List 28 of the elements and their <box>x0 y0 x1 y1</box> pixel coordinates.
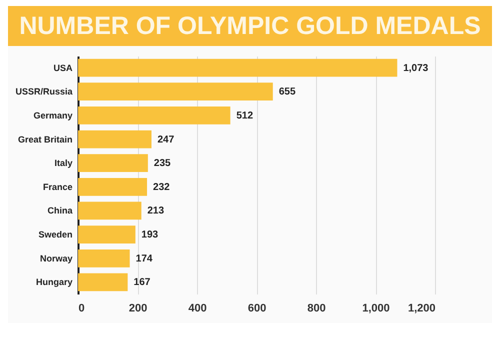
y-tick-label: USA <box>53 62 73 73</box>
x-tick-label: 200 <box>128 302 148 314</box>
x-tick-label: 1,000 <box>362 302 390 314</box>
y-tick-label: China <box>47 206 74 216</box>
data-label: 213 <box>147 206 164 217</box>
data-label: 193 <box>141 230 159 241</box>
data-label: 235 <box>154 158 172 170</box>
data-label: 655 <box>278 86 296 98</box>
x-tick-label: 600 <box>248 302 266 314</box>
data-label: 232 <box>153 182 170 193</box>
y-tick-label: Norway <box>40 253 72 264</box>
y-tick-label: France <box>42 182 72 192</box>
y-tick-label: Italy <box>54 158 72 168</box>
x-tick-label: 1,200 <box>408 302 436 314</box>
y-tick-label: Germany <box>33 110 72 120</box>
data-label: 512 <box>236 110 254 122</box>
y-tick-label: Hungary <box>36 277 72 288</box>
x-tick-label: 0 <box>78 302 85 314</box>
y-tick-label: Great Britain <box>18 134 72 144</box>
data-label: 167 <box>134 277 151 288</box>
x-tick-label: 800 <box>307 302 326 314</box>
y-tick-label: Sweden <box>38 230 72 240</box>
y-tick-label: USSR/Russia <box>15 86 74 97</box>
data-label: 1,073 <box>403 62 429 74</box>
data-label: 174 <box>136 253 153 264</box>
x-tick-label: 400 <box>188 302 207 314</box>
chart-title: NUMBER OF OLYMPIC GOLD MEDALS <box>8 6 492 46</box>
data-label: 247 <box>157 134 175 146</box>
